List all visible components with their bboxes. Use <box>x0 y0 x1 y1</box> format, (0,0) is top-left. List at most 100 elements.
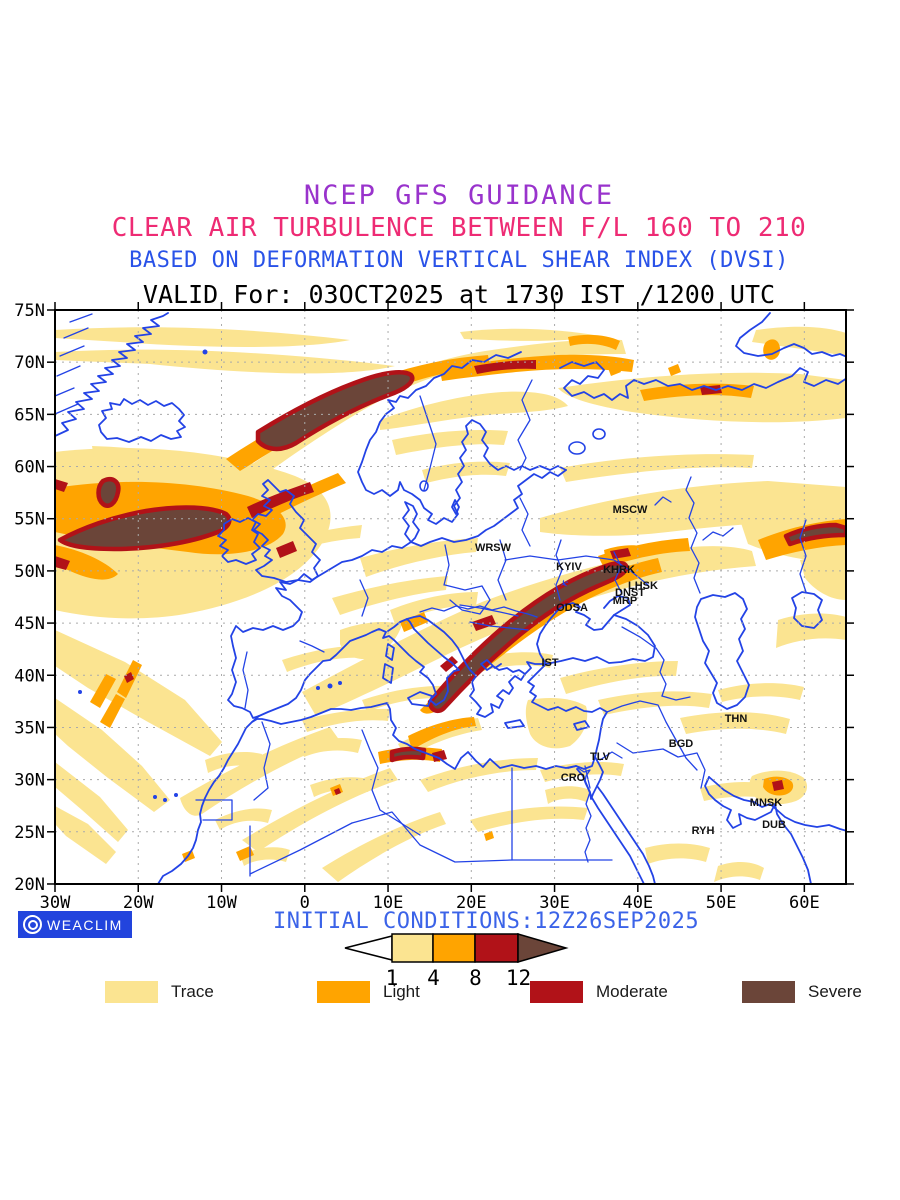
coastline-layer-shape <box>55 312 169 437</box>
coastline-layer-shape <box>702 527 734 541</box>
trace-turbulence-layer-shape <box>360 538 478 577</box>
moderate-turbulence-layer-shape <box>474 360 536 374</box>
coastline-layer-shape <box>704 776 812 884</box>
coastline-layer-shape <box>594 756 656 884</box>
lon-label: 40E <box>622 893 653 913</box>
lon-label: 0 <box>300 893 310 913</box>
coastline-layer-shape <box>555 539 563 601</box>
coastline-layer-shape <box>253 721 271 801</box>
intensity-scalebar: 1 4 8 12 <box>344 933 569 990</box>
trace-turbulence-layer-shape <box>215 808 272 830</box>
trace-turbulence-layer-shape <box>302 546 756 716</box>
coastline-layer-shape <box>407 691 433 707</box>
coastline-layer-shape <box>202 349 208 355</box>
coastline-layer-shape <box>242 651 249 709</box>
trace-turbulence-layer-shape <box>322 812 446 882</box>
trace-turbulence-layer-shape <box>332 576 448 615</box>
trace-turbulence-layer-shape <box>422 461 510 483</box>
coastline-layer-shape <box>385 643 395 661</box>
moderate-turbulence-layer-shape <box>276 541 297 558</box>
lat-label: 75N <box>14 301 45 321</box>
coastline-layer-shape <box>599 695 691 761</box>
coastline-layer-shape <box>227 541 412 723</box>
severe-turbulence-layer-shape <box>389 746 427 763</box>
city-label: WRSW <box>475 542 512 554</box>
scalebar-left-arrow <box>344 935 393 961</box>
lat-label: 25N <box>14 823 45 843</box>
coastline-layer-shape <box>568 441 586 455</box>
axis-labels: 30W 20W 10W 0 10E 20E 30E 40E 50E 60E 75N 70N 65N 60N… <box>14 301 819 913</box>
city-label: TLV <box>590 751 611 763</box>
coastline-layer-shape <box>174 793 178 797</box>
coastline-layer-shape <box>449 585 491 615</box>
moderate-turbulence-layer-shape <box>55 556 70 570</box>
axis-ticks <box>47 302 854 892</box>
trace-turbulence-layer-shape <box>55 762 128 842</box>
moderate-turbulence-layer <box>55 360 784 795</box>
coastline-layer-shape <box>517 379 533 471</box>
trace-turbulence-layer-shape <box>92 446 258 480</box>
coastline-layer-shape <box>410 469 567 547</box>
trace-turbulence-layer-shape <box>380 391 568 430</box>
moderate-turbulence-layer-shape <box>55 479 68 492</box>
lat-label: 65N <box>14 405 45 425</box>
coastline-layer-shape <box>419 605 538 618</box>
city-label: BGD <box>669 738 694 750</box>
coastline-layer-shape <box>361 729 421 836</box>
coastline-layer-shape <box>98 398 186 443</box>
trace-turbulence-layer-shape <box>300 737 362 757</box>
trace-turbulence-layer-shape <box>598 691 712 715</box>
trace-turbulence-layer-shape <box>55 327 350 347</box>
light-turbulence-layer-shape <box>90 674 116 708</box>
trace-turbulence-layer-shape <box>752 326 846 356</box>
coastline-layer-shape <box>251 479 321 583</box>
trace-turbulence-layer-shape <box>558 372 846 423</box>
city-label: LHSK <box>628 580 658 592</box>
coastline-layer-shape <box>451 499 460 515</box>
lat-label: 55N <box>14 510 45 530</box>
scalebar-value: 12 <box>506 966 531 990</box>
coastline-layer-shape <box>524 661 608 770</box>
light-turbulence-layer-shape <box>640 383 754 401</box>
trace-turbulence-layer-shape <box>470 806 588 832</box>
title-line-1: NCEP GFS GUIDANCE <box>303 180 615 211</box>
trace-turbulence-layer-shape <box>55 698 170 812</box>
coastline-layer-shape <box>217 517 261 565</box>
coastline-layer-shape <box>258 618 460 717</box>
coastline-layer-shape <box>545 614 656 665</box>
coastline-layer-shape <box>157 702 577 884</box>
coastline-layer-shape <box>163 798 167 802</box>
trace-turbulence-layer <box>55 326 846 882</box>
coastline-layer-shape <box>694 592 750 710</box>
lat-label: 50N <box>14 562 45 582</box>
coastline-layer-shape <box>419 480 429 492</box>
scalebar-severe-arrow <box>517 933 569 963</box>
coastline-layer-shape <box>382 663 394 684</box>
coastline-layer-shape <box>654 496 672 506</box>
trace-turbulence-layer-shape <box>645 843 710 864</box>
title-line-4: VALID For: 03OCT2025 at 1730 IST /1200 U… <box>142 280 776 309</box>
trace-turbulence-layer-shape <box>55 349 395 374</box>
city-label: ODSA <box>556 602 588 614</box>
lat-label: 30N <box>14 771 45 791</box>
coastline-layer-shape <box>299 579 369 653</box>
scalebar-labels: 1 4 8 12 <box>386 966 531 990</box>
coastline-layer-shape <box>316 686 320 690</box>
scalebar-trace-cell <box>391 933 434 963</box>
light-turbulence-layer-shape <box>608 364 621 376</box>
coastline-layer-shape <box>504 719 525 729</box>
weaclim-logo[interactable]: WEACLIM <box>18 911 132 938</box>
coastline-layer-shape <box>402 501 420 543</box>
trace-turbulence-layer-shape <box>180 727 340 816</box>
trace-turbulence-layer-shape <box>776 613 846 648</box>
lat-label: 20N <box>14 875 45 895</box>
light-turbulence-layer-shape <box>408 717 476 750</box>
map-frame <box>54 309 847 885</box>
scalebar-moderate-cell <box>474 933 519 963</box>
coastline-layer-shape <box>511 765 591 861</box>
coastline-layer-shape <box>592 428 606 440</box>
lat-label: 40N <box>14 666 45 686</box>
trace-turbulence-layer-shape <box>460 328 600 341</box>
